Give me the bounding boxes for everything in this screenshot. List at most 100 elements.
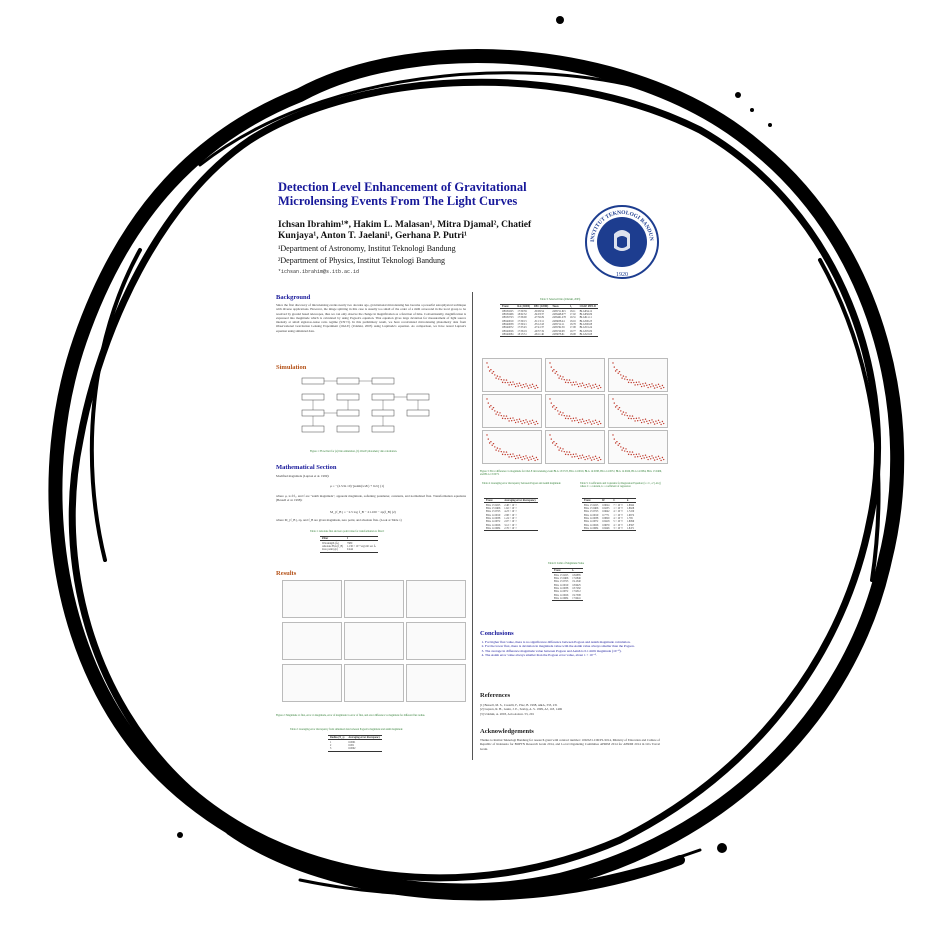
plot-point (566, 379, 568, 381)
plot-point (660, 423, 662, 426)
table-caption: Table 1: Absolute flux and zero point va… (310, 530, 385, 533)
table-header: Radius (N_s) (330, 736, 345, 740)
plot-point (492, 370, 495, 373)
table-cell: 5 × 10⁻¹³ (613, 520, 623, 524)
table-cell: 0.8024 (602, 503, 610, 507)
plot-point (634, 384, 636, 386)
plot-point (657, 455, 660, 458)
plot-point (574, 456, 576, 458)
plot-point (661, 420, 664, 423)
plot-point (635, 453, 638, 456)
table-cell: 1.62 × 10⁻⁴ (504, 506, 517, 510)
table-cell: 2.76 × 10⁻⁴ (504, 527, 517, 531)
table-cell: -31:13:11 (533, 319, 544, 323)
table-cell: 4 × 10⁻¹³ (613, 523, 623, 527)
plot-point (643, 457, 645, 459)
plot-point (571, 420, 573, 422)
plot-point (518, 454, 521, 456)
plot-point (512, 417, 514, 419)
plot-point (644, 418, 647, 420)
plot-point (534, 387, 536, 390)
table-cell: 2.07 × 10⁻⁴ (504, 520, 517, 524)
plot-point (574, 420, 576, 422)
table-cell: BLG 13 0225 (584, 503, 599, 507)
plot-point (581, 382, 584, 384)
plot-point (639, 455, 641, 458)
plot-point (583, 384, 585, 387)
plot-point (555, 406, 558, 409)
ink-dot (735, 92, 741, 98)
plot-point (618, 442, 621, 445)
plot-point (513, 383, 515, 386)
plot-point (581, 418, 584, 420)
plot-point (655, 456, 657, 458)
plot-point (570, 381, 572, 384)
plot-point (629, 451, 631, 453)
plot-point (551, 442, 554, 444)
math-text: where M_{f_B}, zp, and f_B are given mag… (276, 518, 402, 522)
plot-point (508, 420, 510, 422)
background-text: Since the first discovery of microlensin… (276, 303, 466, 333)
table-cell: BLG 14 0038 (554, 587, 569, 591)
table-cell: 2 (330, 743, 332, 747)
table-cell: 0.001 (348, 743, 355, 747)
plot-point (527, 387, 530, 389)
plot-point (577, 457, 580, 460)
table-cell: BLG 14 0026 (486, 523, 501, 527)
plot-point (525, 455, 527, 457)
plot-point (652, 421, 654, 423)
plot-point (655, 384, 657, 386)
plot-point (639, 419, 641, 422)
table-cell: 0.8679 (602, 523, 610, 527)
plot-point (630, 381, 632, 384)
result-plot (282, 580, 342, 618)
table-cell: Zero point (zp) (322, 548, 338, 552)
poster-title: Detection Level Enhancement of Gravitati… (278, 180, 568, 208)
plot-point (597, 423, 599, 426)
table-cell: BLG 14 0038 (486, 517, 501, 521)
affiliation: ¹Department of Astronomy, Institut Tekno… (278, 244, 456, 253)
plot-point (500, 414, 502, 417)
plot-point (533, 457, 535, 460)
plot-point (488, 406, 491, 408)
plot-point (616, 369, 618, 371)
references-list: [1] Bessell, M. S., Castelli, F., Plez, … (480, 703, 660, 716)
plot-point (507, 417, 509, 420)
plot-point (660, 387, 662, 390)
list-item: For higher flux value, there is no signi… (485, 640, 665, 644)
plot-point (511, 420, 513, 422)
table-cell: OB130225 (502, 309, 514, 313)
plot-point (495, 449, 497, 451)
plot-point (614, 442, 617, 444)
plot-point (533, 421, 535, 424)
logo-year: 1920 (616, 272, 628, 278)
table-row: OB130406 18:02:32 -34:03:37 2456448.077 17.0… (500, 313, 598, 316)
table-cell: BLG 13 0406 (486, 506, 501, 510)
plot-point (558, 413, 560, 415)
plot-point (621, 413, 623, 415)
plot-point (657, 419, 660, 422)
plot-point (616, 441, 618, 443)
figure-caption: Figure 2: Magnitude vs flux, error vs ma… (276, 714, 426, 717)
plot-point (643, 421, 645, 423)
table-cell: 0.444 (347, 548, 353, 552)
plot-point (564, 417, 567, 420)
table-cell: 1 (330, 740, 332, 744)
table-cell: 1 × 10⁻¹² (613, 513, 623, 517)
list-item: For the lower flux, there is deviation i… (485, 644, 665, 648)
plot-point (520, 420, 522, 423)
plot-point (511, 456, 513, 458)
plot-point (557, 446, 559, 448)
plot-point (516, 383, 518, 385)
plot-point (517, 385, 519, 387)
brush-stroke-bottom-thin (298, 848, 702, 897)
table-cell: 2.48 × 10⁻⁴ (504, 503, 517, 507)
plot-point (572, 417, 575, 420)
plot-point (509, 381, 512, 384)
plot-point (500, 378, 502, 381)
ogle-plot (482, 394, 542, 428)
plot-point (531, 419, 534, 422)
table-cell: 17:55:45 (517, 326, 527, 330)
table-cell: 17:56:19 (517, 329, 527, 333)
